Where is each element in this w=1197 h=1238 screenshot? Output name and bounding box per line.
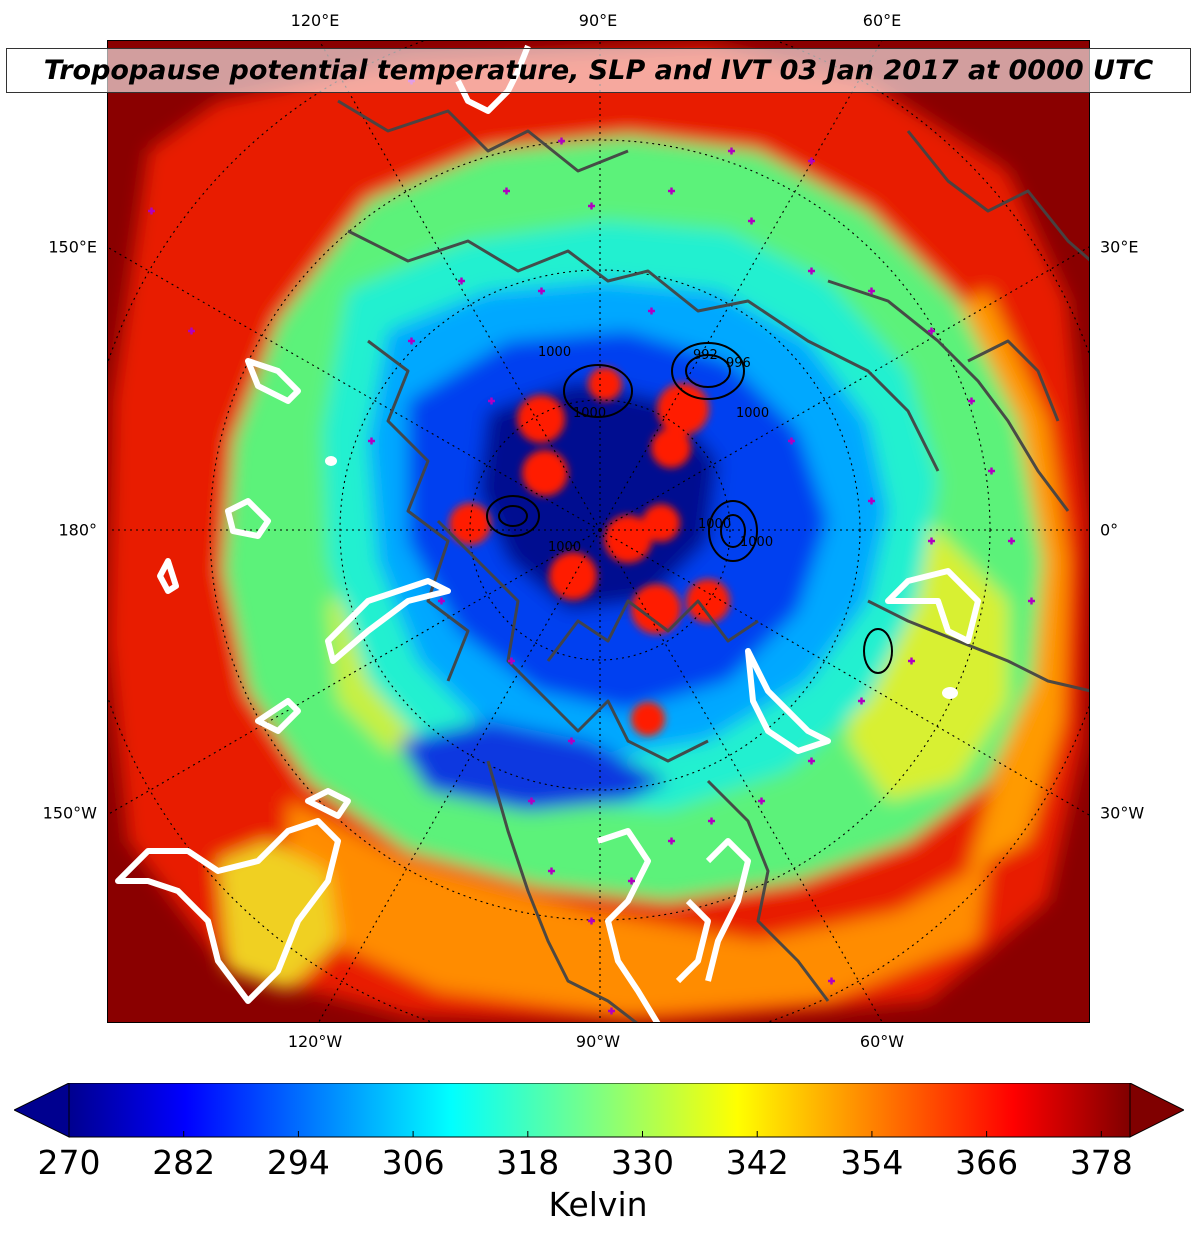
- slp-label: 1000: [573, 406, 606, 421]
- slp-label: 992: [693, 348, 718, 363]
- lon-label-right: 0°: [1100, 520, 1119, 540]
- red-anomaly: [631, 584, 681, 634]
- colorbar-label: Kelvin: [548, 1185, 648, 1224]
- red-anomaly: [631, 702, 665, 736]
- slp-label: 1000: [736, 406, 769, 421]
- colorbar: [14, 1083, 1184, 1138]
- orange-band-east: [948, 291, 1068, 871]
- polar-stereographic-map: 992 996 1000 1000 1000 1000 1000 1000: [108, 41, 1089, 1022]
- lon-label-bottom: 90°W: [575, 1032, 621, 1051]
- lon-label-left: 150°W: [42, 803, 97, 823]
- slp-label: 1000: [740, 535, 773, 550]
- colorbar-tick-label: 294: [266, 1143, 330, 1182]
- graticule: [108, 41, 1089, 1022]
- slp-labels: 992 996 1000 1000 1000 1000 1000 1000: [538, 345, 773, 555]
- yellow-pocket-south: [218, 841, 338, 991]
- slp-label: 1000: [698, 517, 731, 532]
- red-anomaly: [657, 383, 709, 435]
- colorbar-extend-min: [14, 1083, 70, 1138]
- red-anomaly: [642, 504, 680, 542]
- title-box: Tropopause potential temperature, SLP an…: [6, 48, 1191, 93]
- colorbar-tick-label: 306: [381, 1143, 445, 1182]
- lon-label-left: 150°E: [48, 237, 97, 257]
- lon-label-top: 120°E: [290, 11, 340, 30]
- lon-label-bottom: 60°W: [859, 1032, 905, 1051]
- ivt-contours: [115, 44, 981, 1022]
- lon-label-top: 90°E: [578, 11, 618, 30]
- ivt-contours-small: [325, 456, 958, 699]
- colorbar-tick-label: 330: [611, 1143, 674, 1182]
- lon-label-left: 180°: [58, 520, 97, 540]
- orange-band-south: [288, 801, 988, 1016]
- red-anomaly: [522, 450, 568, 496]
- map-title: Tropopause potential temperature, SLP an…: [43, 55, 1154, 86]
- lon-label-right: 30°E: [1100, 237, 1139, 257]
- slp-label: 1000: [538, 345, 571, 360]
- lon-label-right: 30°W: [1100, 803, 1145, 823]
- red-anomaly: [517, 395, 565, 443]
- colorbar-tick-label: 378: [1069, 1143, 1133, 1182]
- colorbar-extend-max: [1129, 1083, 1184, 1138]
- slp-label: 996: [726, 356, 751, 371]
- lon-label-top: 60°E: [862, 11, 902, 30]
- lon-label-bottom: 120°W: [287, 1032, 343, 1051]
- colorbar-body: [68, 1083, 1131, 1138]
- red-anomaly: [588, 367, 622, 401]
- colorbar-tick-label: 354: [840, 1143, 904, 1182]
- red-anomaly: [651, 428, 691, 468]
- colorbar-tick-label: 318: [496, 1143, 560, 1182]
- map-panel: 992 996 1000 1000 1000 1000 1000 1000: [107, 40, 1090, 1023]
- colorbar-tick-label: 270: [37, 1143, 101, 1182]
- slp-label: 1000: [548, 540, 581, 555]
- red-anomaly: [686, 579, 730, 623]
- colorbar-tick-label: 342: [725, 1143, 789, 1182]
- colorbar-tick-label: 282: [152, 1143, 216, 1182]
- red-anomaly: [549, 552, 597, 600]
- colorbar-ticklines: [68, 1131, 1102, 1137]
- colorbar-tick-label: 366: [955, 1143, 1019, 1182]
- red-anomaly: [604, 515, 652, 563]
- coastlines: [337, 99, 1089, 1022]
- slp-contours: [486, 342, 893, 674]
